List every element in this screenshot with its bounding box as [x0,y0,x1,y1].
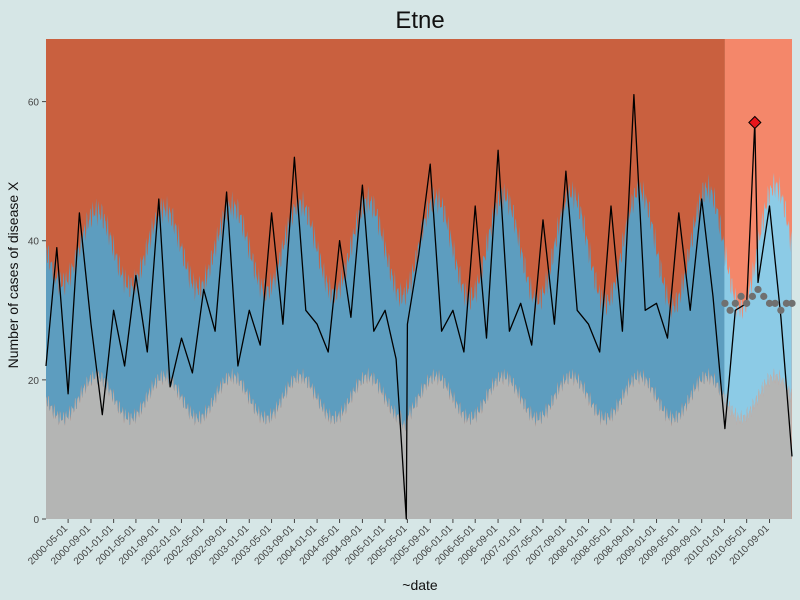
y-tick-label: 40 [28,237,40,248]
predicted-point [737,292,745,300]
low-zone-training [46,367,726,519]
chart-title: Etne [395,7,444,34]
plot-area [45,39,796,520]
normal-band-training [46,173,726,432]
predicted-point [743,299,751,307]
alert-marker [748,115,762,130]
x-axis: 2000-05-012000-09-012001-01-012001-05-01… [26,519,772,567]
predicted-point [721,299,729,307]
predicted-point [777,306,785,314]
predicted-point [726,306,734,314]
predicted-point [760,292,768,300]
predicted-point [765,299,774,307]
y-tick-label: 0 [33,515,39,526]
y-axis-label: Number of cases of disease X [5,181,21,368]
x-axis-label: ~date [402,577,438,593]
y-axis: 0 20 40 60 [28,98,46,526]
y-tick-label: 60 [28,98,40,109]
y-tick-label: 20 [28,376,40,387]
predicted-point [771,299,779,307]
predicted-point [782,299,791,307]
normal-band-prediction [724,172,792,426]
predicted-point [788,299,796,307]
observed-series-line [45,94,793,520]
low-zone-prediction [724,368,792,519]
predicted-point [754,285,762,294]
predicted-point [731,299,739,307]
predicted-point [748,292,757,300]
